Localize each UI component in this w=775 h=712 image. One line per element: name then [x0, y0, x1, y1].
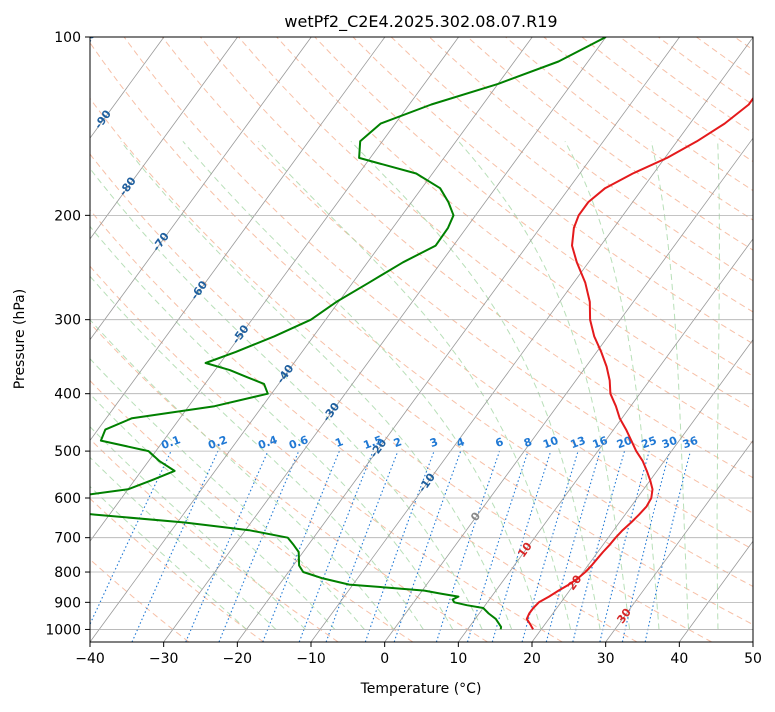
dry-adiabat [735, 37, 775, 642]
mixing-ratio-label: 30 [660, 434, 679, 452]
x-tick-label: 20 [523, 651, 541, 667]
mixing-ratio-line [326, 451, 398, 642]
isotherm-label: -30 [320, 400, 342, 424]
y-tick-label: 500 [54, 444, 81, 460]
isotherm-line [0, 37, 238, 642]
mixing-ratio-label: 3 [428, 435, 440, 450]
isotherm-label: -90 [92, 107, 114, 131]
x-tick-label: 40 [670, 651, 688, 667]
x-tick-label: −10 [296, 651, 326, 667]
x-axis-label: Temperature (°C) [360, 681, 482, 697]
isotherm-label: 10 [515, 540, 535, 560]
dry-adiabat [162, 37, 775, 642]
isotherm-line [90, 37, 532, 642]
mixing-ratio-label: 13 [569, 434, 588, 451]
dry-adiabat [544, 37, 775, 642]
y-tick-label: 800 [54, 565, 81, 581]
mixing-ratio-label: 36 [681, 434, 700, 452]
isotherm-label: -60 [188, 278, 210, 302]
isotherm-line [606, 37, 775, 642]
dry-adiabat [315, 37, 775, 642]
dry-adiabat [506, 37, 775, 642]
dewpoint-line [20, 37, 606, 629]
mixing-ratio-label: 0.4 [256, 433, 279, 452]
y-tick-label: 100 [54, 30, 81, 46]
mixing-ratio-label: 16 [591, 434, 610, 452]
moist-adiabat [0, 141, 276, 629]
dry-adiabat [10, 37, 712, 642]
moist-adiabat [183, 141, 541, 629]
isotherm-line [753, 37, 775, 642]
mixing-ratio-line [132, 451, 218, 642]
moist-adiabat [717, 141, 719, 629]
mixing-ratio-label: 8 [522, 435, 534, 450]
x-tick-label: 10 [449, 651, 467, 667]
mixing-ratio-label: 0.1 [160, 433, 183, 452]
x-tick-label: 50 [744, 651, 762, 667]
mixing-ratio-label: 25 [640, 434, 659, 451]
plot-frame [90, 37, 753, 642]
isotherm-label: 0 [468, 509, 483, 523]
grid-layer [0, 37, 775, 642]
isotherm-line [458, 37, 775, 642]
y-tick-label: 400 [54, 387, 81, 403]
y-tick-label: 700 [54, 531, 81, 547]
isotherm-label: -70 [150, 230, 172, 254]
y-tick-label: 900 [54, 595, 81, 611]
isotherm-line [679, 37, 775, 642]
isotherm-label: 30 [614, 606, 634, 626]
mixing-ratio-line [546, 451, 600, 642]
moist-adiabat [0, 141, 247, 629]
chart-title: wetPf2_C2E4.2025.302.08.07.R19 [284, 12, 557, 32]
y-tick-label: 1000 [45, 622, 81, 638]
y-tick-label: 200 [54, 208, 81, 224]
isotherm-line [237, 37, 679, 642]
mixing-ratio-label: 6 [494, 435, 506, 450]
mixing-ratio-line [299, 451, 373, 642]
mixing-ratio-line [186, 451, 268, 642]
y-tick-label: 300 [54, 313, 81, 329]
isotherm-label: -40 [274, 362, 296, 386]
mixing-ratio-label: 1 [333, 435, 345, 450]
dry-adiabat [429, 37, 775, 642]
dry-adiabat [0, 37, 338, 642]
mixing-ratio-line [82, 451, 171, 642]
mixing-ratio-label: 10 [541, 434, 560, 452]
x-tick-label: −20 [223, 651, 253, 667]
isotherm-line [532, 37, 775, 642]
dry-adiabat [353, 37, 775, 642]
x-tick-label: 30 [597, 651, 615, 667]
y-tick-label: 600 [54, 491, 81, 507]
isotherm-label: -80 [117, 174, 139, 198]
x-tick-label: −40 [75, 651, 105, 667]
mixing-ratio-line [263, 451, 340, 642]
y-axis-label: Pressure (hPa) [12, 289, 28, 389]
x-tick-label: −30 [149, 651, 179, 667]
mixing-ratio-label: 2 [392, 435, 404, 450]
series-layer: -100-90-80-70-60-50-40-30-20-10010203040… [20, 22, 775, 659]
dry-adiabat [0, 37, 263, 642]
x-tick-label: 0 [380, 651, 389, 667]
mixing-ratio-label: 0.6 [287, 433, 310, 452]
mixing-ratio-label: 4 [455, 435, 467, 450]
dry-adiabat [0, 37, 189, 642]
dry-adiabat [696, 37, 775, 642]
mixing-ratio-label: 0.2 [206, 433, 229, 452]
